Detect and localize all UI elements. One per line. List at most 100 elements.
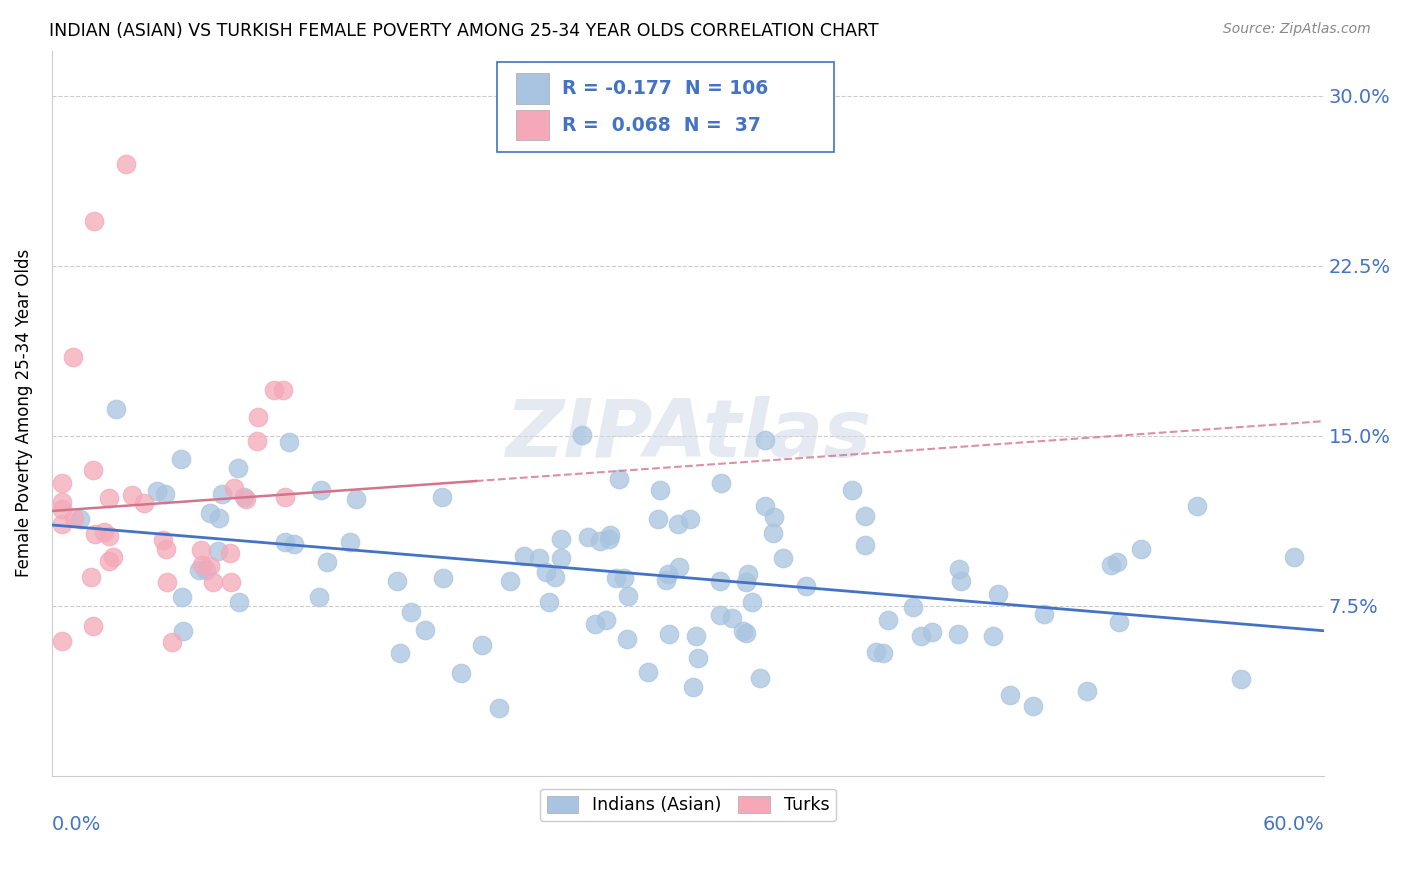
Point: [1282, 550, 1305, 565]
Point: [709, 574, 731, 589]
Point: [430, 491, 453, 505]
Point: [682, 680, 704, 694]
Point: [155, 542, 177, 557]
Point: [51, 475, 73, 490]
Point: [283, 537, 305, 551]
Point: [104, 402, 127, 417]
FancyBboxPatch shape: [516, 73, 550, 103]
Point: [308, 591, 330, 605]
Point: [550, 551, 572, 566]
Point: [589, 534, 612, 549]
Point: [471, 638, 494, 652]
Point: [191, 558, 214, 572]
Point: [735, 626, 758, 640]
Text: R = -0.177  N = 106: R = -0.177 N = 106: [562, 79, 768, 98]
Point: [194, 563, 217, 577]
Point: [190, 543, 212, 558]
Text: R =  0.068  N =  37: R = 0.068 N = 37: [562, 116, 761, 135]
Point: [273, 490, 295, 504]
Point: [156, 575, 179, 590]
Point: [247, 409, 270, 424]
Point: [200, 506, 222, 520]
Point: [80, 569, 103, 583]
Point: [901, 600, 924, 615]
Text: 60.0%: 60.0%: [1263, 815, 1324, 835]
Point: [763, 509, 786, 524]
Point: [1130, 541, 1153, 556]
Point: [277, 435, 299, 450]
Point: [679, 512, 702, 526]
Text: INDIAN (ASIAN) VS TURKISH FEMALE POVERTY AMONG 25-34 YEAR OLDS CORRELATION CHART: INDIAN (ASIAN) VS TURKISH FEMALE POVERTY…: [49, 22, 879, 40]
Point: [202, 575, 225, 590]
Point: [228, 460, 250, 475]
Point: [235, 491, 257, 506]
Point: [1099, 558, 1122, 572]
Point: [187, 563, 209, 577]
Point: [84, 527, 107, 541]
Point: [51, 502, 73, 516]
Point: [613, 571, 636, 585]
Point: [132, 496, 155, 510]
Point: [51, 634, 73, 648]
Point: [344, 492, 367, 507]
Point: [599, 528, 621, 542]
Point: [273, 384, 295, 398]
Point: [274, 535, 297, 549]
Point: [316, 555, 339, 569]
Point: [650, 483, 672, 497]
Point: [1108, 615, 1130, 629]
Point: [987, 587, 1010, 601]
Point: [170, 590, 193, 604]
Point: [647, 512, 669, 526]
Point: [207, 543, 229, 558]
Point: [616, 632, 638, 646]
Point: [658, 627, 681, 641]
Point: [534, 565, 557, 579]
Point: [198, 559, 221, 574]
Point: [152, 533, 174, 548]
Point: [855, 538, 877, 552]
Point: [741, 595, 763, 609]
Point: [62, 511, 84, 525]
Point: [232, 490, 254, 504]
Point: [998, 688, 1021, 702]
Point: [228, 595, 250, 609]
Point: [948, 562, 970, 576]
Point: [399, 605, 422, 619]
Point: [1076, 684, 1098, 698]
Point: [499, 574, 522, 588]
Point: [115, 157, 138, 171]
Point: [218, 546, 240, 560]
Point: [571, 428, 593, 442]
Point: [513, 549, 536, 563]
Point: [311, 483, 333, 497]
Point: [865, 645, 887, 659]
Point: [598, 532, 620, 546]
Point: [754, 499, 776, 513]
Point: [51, 495, 73, 509]
Point: [172, 624, 194, 638]
Point: [97, 491, 120, 505]
Point: [949, 574, 972, 589]
Point: [1187, 500, 1209, 514]
Point: [583, 616, 606, 631]
Point: [853, 509, 876, 524]
Point: [685, 629, 707, 643]
Point: [387, 574, 409, 588]
Point: [872, 646, 894, 660]
Point: [737, 566, 759, 581]
Point: [93, 525, 115, 540]
Point: [1105, 555, 1128, 569]
Point: [97, 529, 120, 543]
Point: [550, 532, 572, 546]
Point: [731, 624, 754, 638]
Point: [948, 627, 970, 641]
Point: [686, 651, 709, 665]
Point: [82, 618, 104, 632]
Point: [595, 613, 617, 627]
Point: [97, 554, 120, 568]
Point: [101, 549, 124, 564]
Point: [605, 571, 627, 585]
Point: [637, 665, 659, 680]
Point: [389, 646, 412, 660]
